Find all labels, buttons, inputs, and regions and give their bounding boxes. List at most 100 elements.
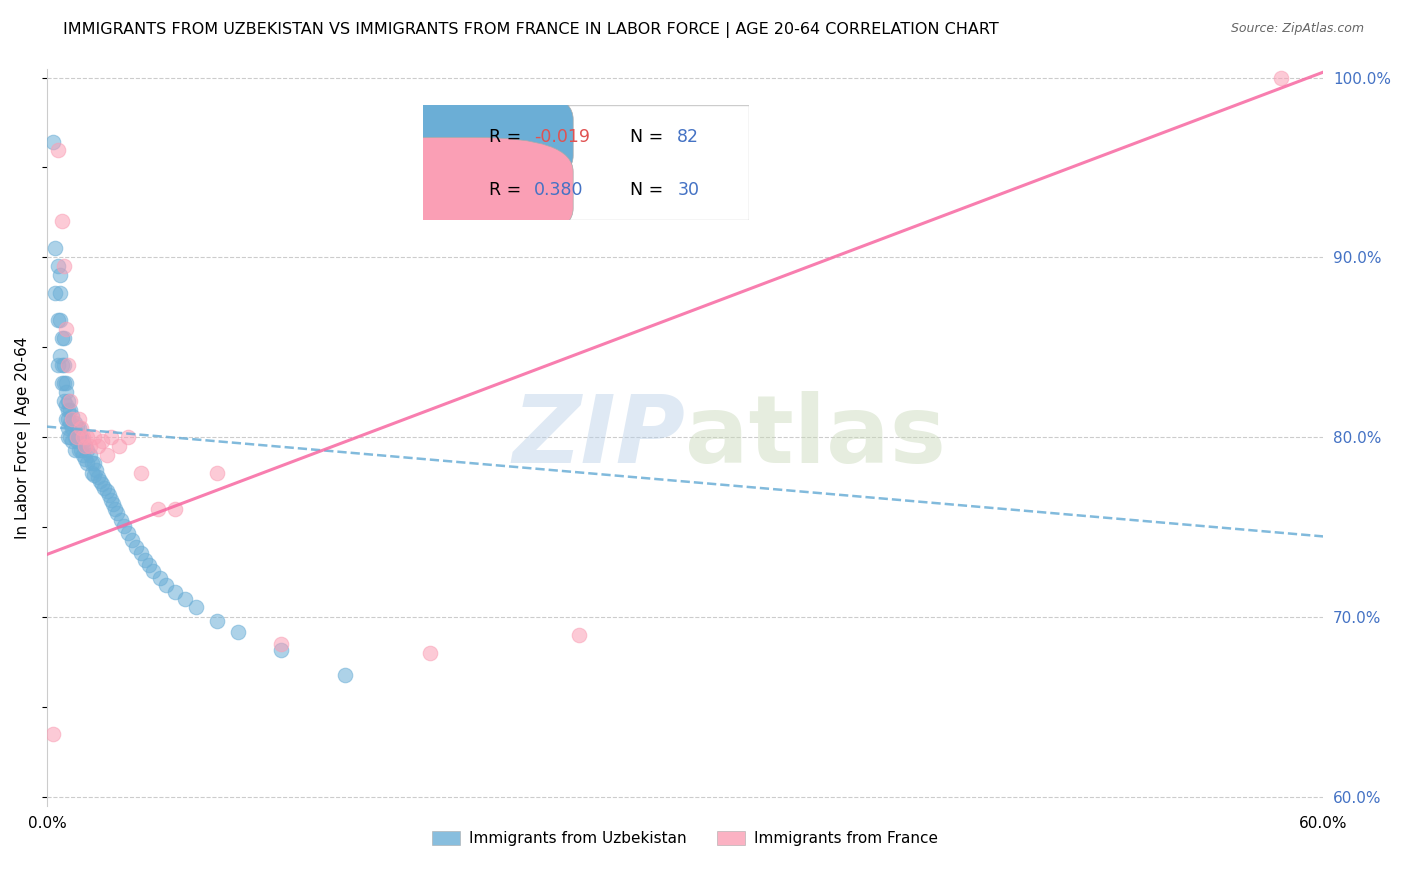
Point [58,359,80,373]
Point [55,398,77,412]
Point [87,439,110,453]
Text: IMMIGRANTS FROM UZBEKISTAN VS IMMIGRANTS FROM FRANCE IN LABOR FORCE | AGE 20-64 : IMMIGRANTS FROM UZBEKISTAN VS IMMIGRANTS… [63,22,1000,38]
Point [53,331,76,345]
Point [174,592,197,607]
Text: ZIP: ZIP [512,392,685,483]
Point [93,481,115,495]
Point [568,628,591,642]
Point [84,463,107,477]
Point [46,143,69,157]
Point [63,416,86,430]
Point [117,525,139,540]
Point [62,434,84,448]
Point [91,434,114,448]
Point [66,430,89,444]
Point [44,242,66,256]
Point [58,403,80,417]
Point [70,430,93,444]
Point [80,467,103,481]
Point [70,421,93,435]
Point [51,331,73,345]
Point [53,394,76,409]
Point [163,585,186,599]
Point [75,452,97,467]
Point [129,546,152,560]
Point [62,412,84,426]
Point [163,502,186,516]
Point [333,668,356,682]
Point [53,260,76,274]
Point [72,430,94,444]
Point [63,443,86,458]
Legend: Immigrants from Uzbekistan, Immigrants from France: Immigrants from Uzbekistan, Immigrants f… [425,823,945,854]
Point [184,599,207,614]
Point [125,540,148,554]
Point [76,443,98,458]
Y-axis label: In Labor Force | Age 20-64: In Labor Force | Age 20-64 [15,336,31,539]
Point [67,430,90,444]
Point [59,394,82,409]
Point [270,637,292,651]
Point [87,470,110,484]
Point [48,350,70,364]
Point [155,578,177,592]
Point [48,313,70,327]
Point [67,412,90,426]
Point [67,421,90,435]
Point [66,434,89,448]
Point [138,558,160,573]
Point [58,412,80,426]
Point [419,647,441,661]
Point [96,484,118,499]
Text: Source: ZipAtlas.com: Source: ZipAtlas.com [1230,22,1364,36]
Point [51,376,73,391]
Point [91,477,114,491]
Point [228,624,250,639]
Point [80,456,103,470]
Point [83,468,105,483]
Point [1270,70,1292,85]
Point [62,421,84,435]
Point [134,553,156,567]
Point [83,456,105,470]
Point [48,286,70,301]
Point [100,430,122,444]
Point [44,286,66,301]
Point [58,430,80,444]
Point [59,430,82,444]
Point [79,439,101,453]
Point [149,571,172,585]
Point [59,403,82,417]
Point [51,214,73,228]
Point [58,421,80,435]
Point [205,614,228,628]
Point [67,443,90,458]
Point [75,439,97,453]
Point [55,385,77,400]
Point [83,430,105,444]
Point [89,474,111,488]
Point [76,456,98,470]
Point [72,434,94,448]
Point [55,376,77,391]
Point [75,439,97,453]
Point [76,430,98,444]
Point [100,493,122,508]
Point [79,449,101,463]
Point [270,642,292,657]
Point [112,518,135,533]
Point [46,260,69,274]
Text: atlas: atlas [685,392,946,483]
Point [129,467,152,481]
Point [70,443,93,458]
Point [46,359,69,373]
Point [101,497,124,511]
Point [59,416,82,430]
Point [42,727,65,741]
Point [46,313,69,327]
Point [48,268,70,283]
Point [63,430,86,444]
Point [146,502,169,516]
Point [62,409,84,423]
Point [142,564,165,578]
